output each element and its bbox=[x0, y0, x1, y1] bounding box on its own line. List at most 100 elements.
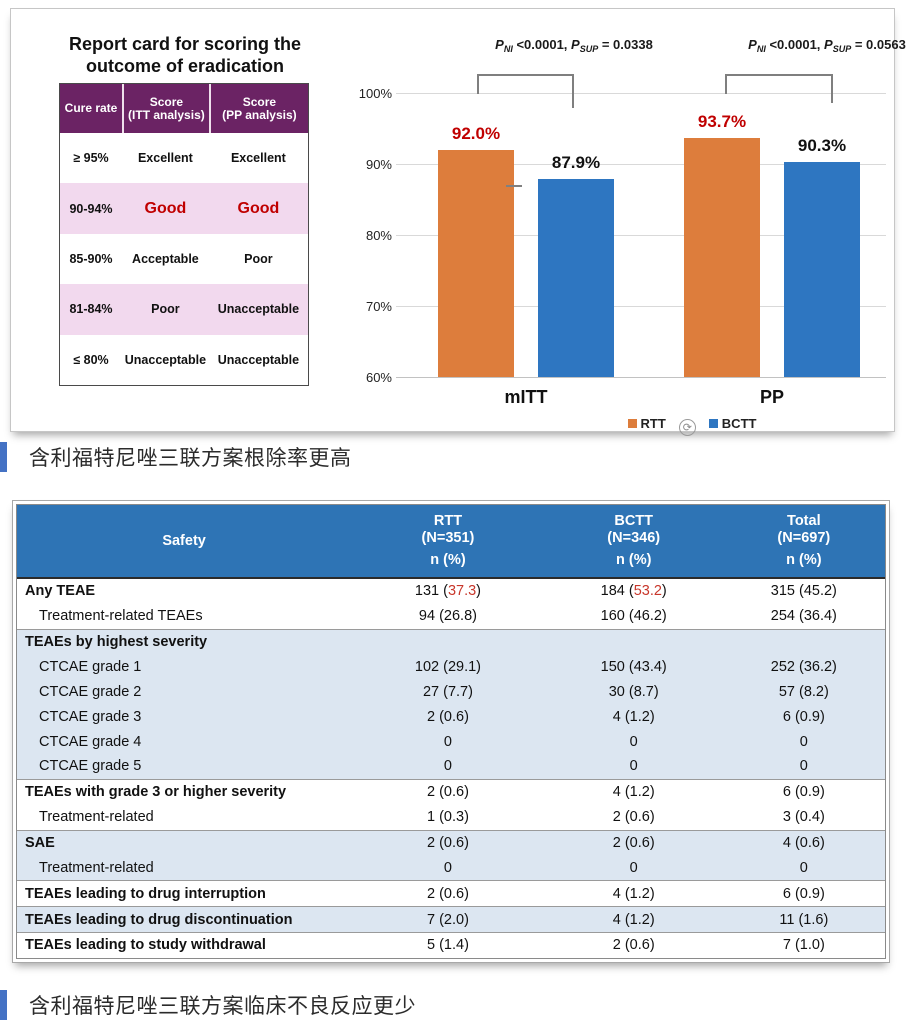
report-card-row: 90-94% Good Good bbox=[60, 183, 308, 234]
gridline bbox=[396, 93, 886, 94]
safety-row-value: 184 (53.2) bbox=[600, 583, 667, 600]
score-cell: Unacceptable bbox=[217, 352, 300, 367]
safety-row-value: 1 (0.3) bbox=[426, 809, 469, 826]
p-value-annotation: PNI <0.0001, PSUP = 0.0563 bbox=[748, 37, 906, 54]
safety-header-rtt: RTT (N=351) n (%) bbox=[421, 513, 475, 568]
safety-row-label: TEAEs with grade 3 or higher severity bbox=[25, 784, 287, 801]
score-cell: Good bbox=[144, 199, 187, 217]
report-card-row: 85-90% Acceptable Poor bbox=[60, 234, 308, 284]
refresh-icon[interactable]: ⟳ bbox=[678, 419, 696, 436]
caption-safety: 含利福特尼唑三联方案临床不良反应更少 bbox=[0, 990, 416, 1020]
safety-table-row: CTCAE grade 2 27 (7.7) 30 (8.7) 57 (8.2) bbox=[17, 679, 885, 705]
caption-text: 含利福特尼唑三联方案临床不良反应更少 bbox=[29, 995, 416, 1018]
safety-table-header: Safety RTT (N=351) n (%) BCTT (N=346) n (%) Tot… bbox=[17, 505, 885, 577]
report-card-row: 81-84% Poor Unacceptable bbox=[60, 284, 308, 335]
safety-row-value: 160 (46.2) bbox=[600, 608, 667, 625]
slide-panel: Report card for scoring the outcome of e… bbox=[10, 8, 906, 436]
safety-row-value: 0 bbox=[443, 859, 452, 876]
x-axis-category-label: PP bbox=[759, 387, 784, 407]
safety-row-label: Treatment-related bbox=[39, 809, 154, 826]
safety-row-value: 2 (0.6) bbox=[426, 835, 469, 852]
safety-row-label: TEAEs leading to drug discontinuation bbox=[25, 911, 293, 928]
safety-table-row: TEAEs with grade 3 or higher severity 2 (… bbox=[17, 778, 885, 805]
safety-row-label: CTCAE grade 1 bbox=[39, 659, 142, 675]
safety-row-label: CTCAE grade 2 bbox=[39, 683, 142, 700]
report-card-row: ≥ 95% Excellent Excellent bbox=[60, 133, 308, 183]
safety-row-value: 4 (1.2) bbox=[612, 885, 655, 902]
safety-row-label: SAE bbox=[25, 835, 55, 852]
safety-row-label: Treatment-related bbox=[39, 859, 154, 876]
safety-table-body: Any TEAE 131 (37.3) 184 (53.2) 315 (45.2) Tr… bbox=[17, 577, 885, 958]
bar-bctt-mitt bbox=[538, 178, 614, 377]
safety-row-value: 2 (0.6) bbox=[426, 885, 469, 902]
safety-row-label: Treatment-related TEAEs bbox=[39, 608, 203, 625]
safety-row-value: 2 (0.6) bbox=[612, 835, 655, 852]
safety-row-value: 2 (0.6) bbox=[612, 937, 655, 954]
safety-table-row: Treatment-related 0 0 0 bbox=[17, 855, 885, 881]
safety-row-value: 4 (1.2) bbox=[612, 784, 655, 801]
highlighted-red-value: 37.3 bbox=[447, 583, 477, 600]
score-cell: Excellent bbox=[230, 151, 286, 166]
cure-rate-cell: ≤ 80% bbox=[73, 352, 109, 367]
chart-legend: RTT ⟳ BCTT bbox=[542, 411, 842, 436]
safety-row-label: TEAEs leading to drug interruption bbox=[25, 885, 266, 902]
significance-bracket bbox=[725, 74, 831, 76]
safety-row-value: 57 (8.2) bbox=[778, 683, 829, 700]
safety-table-row: Treatment-related TEAEs 94 (26.8) 160 (46.… bbox=[17, 603, 885, 629]
safety-row-value: 150 (43.4) bbox=[600, 659, 667, 675]
legend-swatch bbox=[627, 419, 637, 428]
safety-row-value: 30 (8.7) bbox=[608, 683, 659, 700]
safety-table-row: CTCAE grade 5 0 0 0 bbox=[17, 754, 885, 779]
legend-item-bctt: BCTT bbox=[708, 416, 757, 431]
safety-row-label: TEAEs leading to study withdrawal bbox=[25, 937, 266, 954]
safety-row-value: 11 (1.6) bbox=[779, 911, 829, 928]
safety-row-value: 252 (36.2) bbox=[770, 659, 837, 675]
bar-rtt-pp bbox=[684, 137, 760, 377]
safety-panel: Safety RTT (N=351) n (%) BCTT (N=346) n (%) Tot… bbox=[12, 500, 890, 963]
safety-table-row: CTCAE grade 1 102 (29.1) 150 (43.4) 252 (36… bbox=[17, 654, 885, 680]
cure-rate-cell: ≥ 95% bbox=[73, 151, 109, 166]
bar-value-label: 92.0% bbox=[451, 123, 501, 143]
significance-bracket bbox=[725, 74, 727, 94]
safety-row-value: 4 (0.6) bbox=[782, 835, 825, 852]
report-card-header-cell: Score (ITT analysis) bbox=[122, 84, 209, 133]
safety-row-value: 7 (1.0) bbox=[782, 937, 825, 954]
safety-row-value: 2 (0.6) bbox=[612, 809, 655, 826]
safety-row-value: 131 (37.3) bbox=[414, 583, 482, 600]
score-cell: Excellent bbox=[137, 151, 193, 166]
safety-row-value: 6 (0.9) bbox=[782, 885, 825, 902]
safety-table-row: TEAEs leading to study withdrawal 5 (1.4)… bbox=[17, 932, 885, 958]
bar-value-label: 90.3% bbox=[797, 135, 847, 155]
y-axis-tick-label: 80% bbox=[365, 228, 392, 243]
report-card-header-cell: Cure rate bbox=[64, 101, 118, 115]
safety-row-value: 2 (0.6) bbox=[426, 708, 469, 725]
safety-row-label: CTCAE grade 3 bbox=[39, 708, 142, 725]
bar-value-label: 93.7% bbox=[697, 111, 747, 131]
x-axis-category-label: mITT bbox=[504, 387, 548, 407]
safety-table-row: CTCAE grade 3 2 (0.6) 4 (1.2) 6 (0.9) bbox=[17, 704, 885, 730]
legend-label: RTT bbox=[640, 416, 666, 431]
gridline bbox=[396, 377, 886, 378]
bar-value-label: 87.9% bbox=[551, 152, 601, 172]
score-cell: Poor bbox=[244, 251, 273, 266]
score-cell: Good bbox=[237, 199, 280, 217]
eradication-bar-chart: 100% 90% 80% 70% 60% 92.0% 93.7% 87.9% 90.3% mITT… bbox=[346, 29, 906, 436]
highlighted-red-value: 53.2 bbox=[633, 583, 662, 600]
legend-label: BCTT bbox=[721, 416, 757, 431]
gridline bbox=[396, 235, 886, 236]
safety-row-value: 4 (1.2) bbox=[612, 708, 655, 725]
safety-row-value: 5 (1.4) bbox=[426, 937, 469, 954]
safety-row-value: 7 (2.0) bbox=[426, 911, 469, 928]
legend-item-rtt: RTT bbox=[627, 416, 666, 431]
significance-bracket bbox=[477, 74, 479, 94]
safety-header-label: Safety bbox=[162, 532, 206, 549]
safety-row-label: TEAEs by highest severity bbox=[25, 634, 208, 651]
gridline bbox=[396, 164, 886, 165]
safety-table-row: Treatment-related 1 (0.3) 2 (0.6) 3 (0.4) bbox=[17, 804, 885, 830]
y-axis-tick-label: 100% bbox=[358, 86, 392, 101]
score-cell: Unacceptable bbox=[124, 352, 207, 367]
safety-row-value: 315 (45.2) bbox=[770, 583, 837, 600]
safety-row-label: CTCAE grade 5 bbox=[39, 758, 142, 775]
significance-bracket bbox=[572, 74, 574, 108]
report-card-header-row: Cure rate Score (ITT analysis) Score (PP ana… bbox=[60, 84, 308, 133]
